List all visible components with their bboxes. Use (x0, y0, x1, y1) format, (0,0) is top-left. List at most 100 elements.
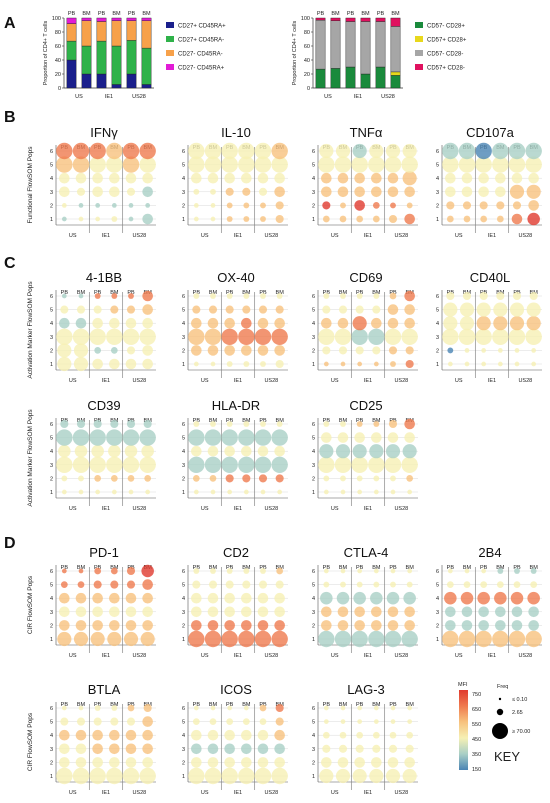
tissue-label: BM (77, 702, 86, 708)
y-tick-label: 2 (50, 203, 53, 209)
bubble (204, 767, 222, 785)
tissue-label: BM (496, 565, 505, 571)
bubble (390, 202, 396, 209)
bubble (260, 421, 266, 427)
mfi-tick-label: 550 (472, 722, 481, 728)
bubble (481, 348, 487, 353)
bubble (496, 291, 505, 301)
bar-segment (345, 66, 356, 89)
bubble (95, 489, 101, 495)
bubble (224, 345, 235, 356)
bubble (207, 606, 219, 618)
bubble (122, 767, 140, 785)
group-label: US (331, 653, 339, 659)
group-label: US (69, 790, 77, 796)
bubble (191, 743, 202, 755)
y-tick-label: 1 (182, 217, 185, 223)
bubble (514, 568, 520, 574)
y-tick-label: 2 (436, 203, 439, 209)
bubble (257, 592, 269, 604)
bubble (210, 489, 216, 495)
bubble (274, 445, 285, 457)
bubble (389, 731, 397, 739)
bubble (242, 718, 250, 725)
bubble (508, 142, 526, 160)
y-tick-label: 5 (50, 720, 53, 726)
plot-title: CD25 (349, 398, 382, 413)
bubble (271, 156, 288, 173)
tissue-label: PB (259, 418, 267, 424)
y-tick-label: 1 (312, 490, 315, 496)
bubble (75, 592, 87, 604)
bubble (372, 215, 380, 223)
bar-category-label: BM (391, 11, 400, 17)
bubble (224, 592, 235, 604)
key-title: KEY (494, 749, 520, 764)
bar-segment (390, 26, 401, 73)
bubble (238, 630, 255, 648)
bubble (334, 328, 352, 345)
bubble (340, 361, 346, 367)
bubble (257, 606, 269, 618)
tissue-label: PB (94, 702, 102, 708)
bubble (354, 606, 365, 618)
bubble (78, 293, 84, 299)
bubble (401, 156, 418, 173)
bubble (142, 729, 153, 741)
y-tick-label: 3 (182, 610, 185, 616)
bubble (321, 432, 332, 443)
group-label: IE1 (234, 378, 242, 384)
bubble (140, 631, 155, 647)
bubble (322, 731, 330, 739)
bubble (109, 757, 120, 768)
bubble (75, 606, 87, 618)
y-tick-label: 3 (312, 190, 315, 196)
group-label: US28 (264, 790, 278, 796)
bubble (109, 743, 120, 755)
bubble (369, 444, 384, 459)
bubble (511, 213, 523, 225)
bar-category-label: PB (68, 11, 76, 17)
bubble (355, 346, 364, 355)
bubble (109, 592, 120, 604)
group-label: US (201, 790, 209, 796)
bubble (227, 705, 233, 711)
y-tick-label: 0 (58, 86, 61, 92)
plot-title: IL-10 (221, 125, 251, 140)
bubble (126, 419, 136, 429)
y-tick-label: 4 (436, 321, 439, 327)
y-tick-label: 2 (312, 348, 315, 354)
plot-title: CD69 (349, 270, 382, 285)
bubble (193, 216, 199, 222)
bubble (462, 201, 472, 210)
bubble (337, 606, 349, 618)
bubble (210, 216, 216, 222)
bubble (373, 568, 379, 574)
bubble (525, 156, 542, 173)
bar-segment (111, 20, 122, 47)
bubble (447, 361, 453, 367)
bubble (390, 568, 396, 574)
bubble (527, 212, 540, 226)
bubble (191, 606, 202, 618)
bar-category-label: BM (331, 11, 340, 17)
bubble (110, 567, 118, 575)
bubble (336, 591, 350, 605)
bubble (139, 456, 156, 473)
group-label: US28 (132, 378, 146, 384)
bubble (373, 581, 380, 588)
tissue-label: BM (339, 418, 348, 424)
bubble (142, 304, 153, 315)
bubble (191, 317, 202, 329)
bubble (260, 568, 266, 574)
bubble (274, 592, 285, 604)
y-tick-label: 1 (436, 362, 439, 368)
bubble (274, 186, 285, 198)
bubble (355, 305, 364, 314)
bubble (254, 142, 272, 160)
y-tick-label: 1 (50, 217, 53, 223)
bubble (390, 719, 396, 724)
bubble (321, 172, 332, 184)
tissue-label: PB (389, 565, 397, 571)
bubble (92, 757, 103, 768)
